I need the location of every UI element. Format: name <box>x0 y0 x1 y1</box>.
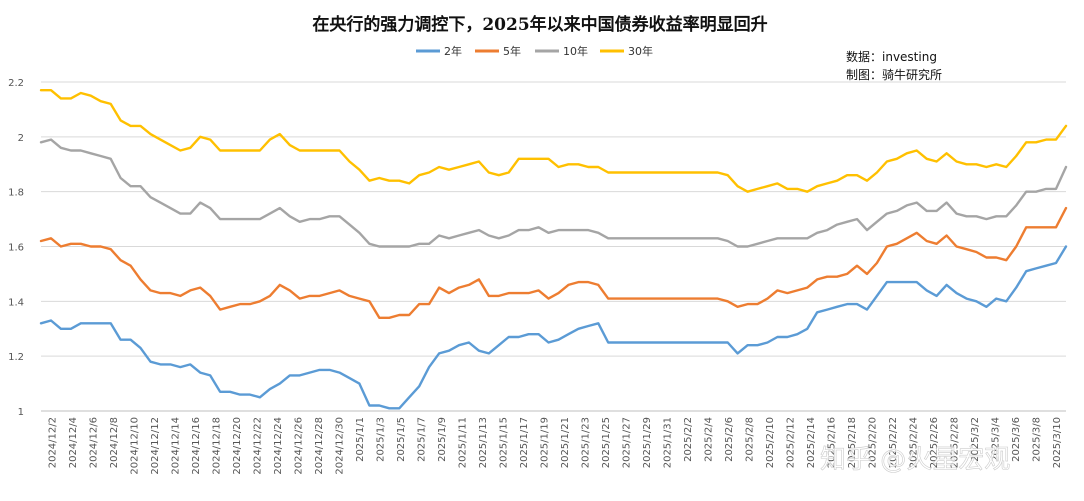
x-tick-label: 2024/12/14 <box>170 417 181 475</box>
x-tick-label: 2025/1/3 <box>375 417 386 462</box>
x-tick-label: 2024/12/10 <box>129 417 140 475</box>
x-tick-label: 2024/12/30 <box>334 417 345 475</box>
x-tick-label: 2025/1/15 <box>498 417 509 468</box>
y-tick-label: 1.8 <box>8 188 24 199</box>
x-tick-label: 2025/2/22 <box>888 417 899 468</box>
x-tick-label: 2025/2/16 <box>826 417 837 468</box>
x-tick-label: 2025/2/6 <box>724 417 735 462</box>
legend-label-3: 30年 <box>628 44 653 58</box>
x-tick-label: 2025/1/31 <box>662 417 673 468</box>
x-tick-label: 2025/3/4 <box>990 417 1001 462</box>
gridlines <box>41 81 1066 412</box>
y-tick-label: 1 <box>18 407 24 418</box>
legend-label-1: 5年 <box>503 44 521 58</box>
x-tick-label: 2025/2/24 <box>908 417 919 468</box>
x-tick-label: 2025/2/28 <box>949 417 960 468</box>
x-tick-label: 2025/1/17 <box>519 417 530 468</box>
x-tick-label: 2025/1/5 <box>396 417 407 462</box>
legend: 2年 5年 10年 30年 <box>416 44 653 58</box>
x-tick-label: 2025/2/8 <box>744 417 755 462</box>
x-tick-label: 2025/1/19 <box>539 417 550 468</box>
y-tick-label: 2 <box>18 133 24 144</box>
x-tick-label: 2025/3/2 <box>970 417 981 462</box>
x-tick-label: 2025/2/14 <box>806 417 817 468</box>
y-axis: 1 1.2 1.4 1.6 1.8 2 2.2 <box>8 78 24 418</box>
x-tick-label: 2024/12/6 <box>88 417 99 468</box>
series-line-0 <box>39 245 1068 410</box>
x-tick-label: 2025/2/2 <box>683 417 694 462</box>
y-tick-label: 2.2 <box>8 78 24 89</box>
chart-title: 在央行的强力调控下，2025年以来中国债券收益率明显回升 <box>312 14 767 35</box>
x-tick-label: 2025/1/29 <box>642 417 653 468</box>
x-tick-label: 2024/12/8 <box>109 417 120 468</box>
series-lines <box>39 88 1068 410</box>
legend-label-2: 10年 <box>563 44 588 58</box>
x-tick-label: 2025/2/4 <box>703 417 714 462</box>
x-tick-label: 2025/2/18 <box>847 417 858 468</box>
y-tick-label: 1.2 <box>8 352 24 363</box>
legend-label-0: 2年 <box>444 44 462 58</box>
x-tick-label: 2024/12/26 <box>293 417 304 475</box>
x-tick-label: 2025/1/25 <box>601 417 612 468</box>
x-axis: 2024/12/2 2024/12/4 2024/12/6 2024/12/8 2024… <box>47 417 1063 475</box>
x-tick-label: 2025/2/12 <box>785 417 796 468</box>
x-tick-label: 2024/12/12 <box>150 417 161 475</box>
x-tick-label: 2025/1/11 <box>457 417 468 468</box>
x-tick-label: 2025/1/21 <box>560 417 571 468</box>
series-line-2 <box>39 138 1068 248</box>
y-tick-label: 1.6 <box>8 243 24 254</box>
x-tick-label: 2025/1/27 <box>621 417 632 468</box>
x-tick-label: 2025/1/7 <box>416 417 427 462</box>
author-credit: 制图：骑牛研究所 <box>846 67 942 82</box>
series-line-1 <box>39 206 1068 319</box>
x-tick-label: 2025/2/20 <box>867 417 878 468</box>
x-tick-label: 2024/12/2 <box>47 417 58 468</box>
source-credit: 数据：investing <box>846 49 937 64</box>
series-line-3 <box>39 88 1068 193</box>
x-tick-label: 2024/12/4 <box>68 417 79 468</box>
x-tick-label: 2024/12/28 <box>314 417 325 475</box>
x-tick-label: 2025/3/6 <box>1011 417 1022 462</box>
x-tick-label: 2024/12/24 <box>273 417 284 475</box>
x-tick-label: 2025/1/23 <box>580 417 591 468</box>
x-tick-label: 2024/12/16 <box>191 417 202 475</box>
x-tick-label: 2025/2/10 <box>765 417 776 468</box>
x-tick-label: 2025/3/10 <box>1052 417 1063 468</box>
y-tick-label: 1.4 <box>8 297 24 308</box>
watermark: 知乎 @火星宏观 <box>820 445 1010 475</box>
x-tick-label: 2025/1/1 <box>355 417 366 462</box>
x-tick-label: 2025/1/13 <box>478 417 489 468</box>
x-tick-label: 2025/2/26 <box>929 417 940 468</box>
x-tick-label: 2025/1/9 <box>437 417 448 462</box>
x-tick-label: 2024/12/20 <box>232 417 243 475</box>
x-tick-label: 2024/12/22 <box>252 417 263 475</box>
x-tick-label: 2025/3/8 <box>1031 417 1042 462</box>
x-tick-label: 2024/12/18 <box>211 417 222 475</box>
